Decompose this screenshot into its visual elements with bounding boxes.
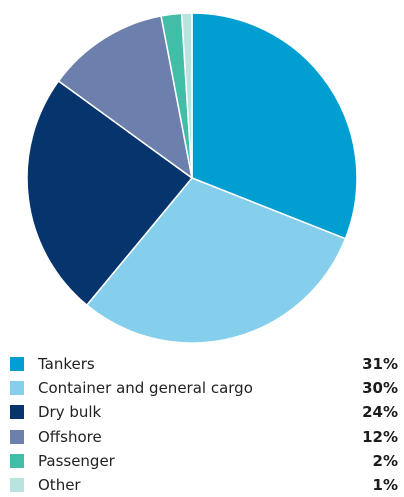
legend-item-other: Other 1% (0, 473, 404, 497)
legend-value-offshore: 12% (362, 427, 398, 446)
legend-label-passenger: Passenger (38, 451, 115, 470)
pie-slice-dry-bulk (26, 80, 193, 306)
pie-slice-other (180, 12, 193, 179)
legend-item-offshore: Offshore 12% (0, 425, 404, 449)
legend-label-other: Other (38, 475, 81, 494)
pie-chart (26, 12, 358, 344)
legend-value-container-and-general-cargo: 30% (362, 379, 398, 398)
pie-slice-offshore (57, 15, 193, 179)
legend-item-tankers: Tankers 31% (0, 352, 404, 376)
legend-item-passenger: Passenger 2% (0, 449, 404, 473)
legend-label-dry-bulk: Dry bulk (38, 403, 102, 422)
legend-swatch-other (10, 477, 24, 492)
legend-item-container-and-general-cargo: Container and general cargo 30% (0, 376, 404, 400)
legend-value-passenger: 2% (372, 451, 398, 470)
legend-swatch-offshore (10, 429, 24, 444)
legend-item-dry-bulk: Dry bulk 24% (0, 400, 404, 424)
pie-slice-tankers (191, 12, 358, 240)
legend-swatch-passenger (10, 453, 24, 468)
legend-label-container-and-general-cargo: Container and general cargo (38, 379, 253, 398)
legend-swatch-dry-bulk (10, 405, 24, 420)
pie-slice-container-and-general-cargo (86, 177, 347, 344)
pie-chart-svg (26, 12, 358, 344)
legend-value-dry-bulk: 24% (362, 403, 398, 422)
legend-swatch-tankers (10, 357, 24, 371)
legend-label-tankers: Tankers (38, 355, 95, 373)
legend-swatch-container-and-general-cargo (10, 381, 24, 396)
legend-value-tankers: 31% (362, 355, 398, 373)
chart-legend: Tankers 31% Container and general cargo … (0, 352, 404, 497)
legend-label-offshore: Offshore (38, 427, 102, 446)
legend-value-other: 1% (372, 475, 398, 494)
